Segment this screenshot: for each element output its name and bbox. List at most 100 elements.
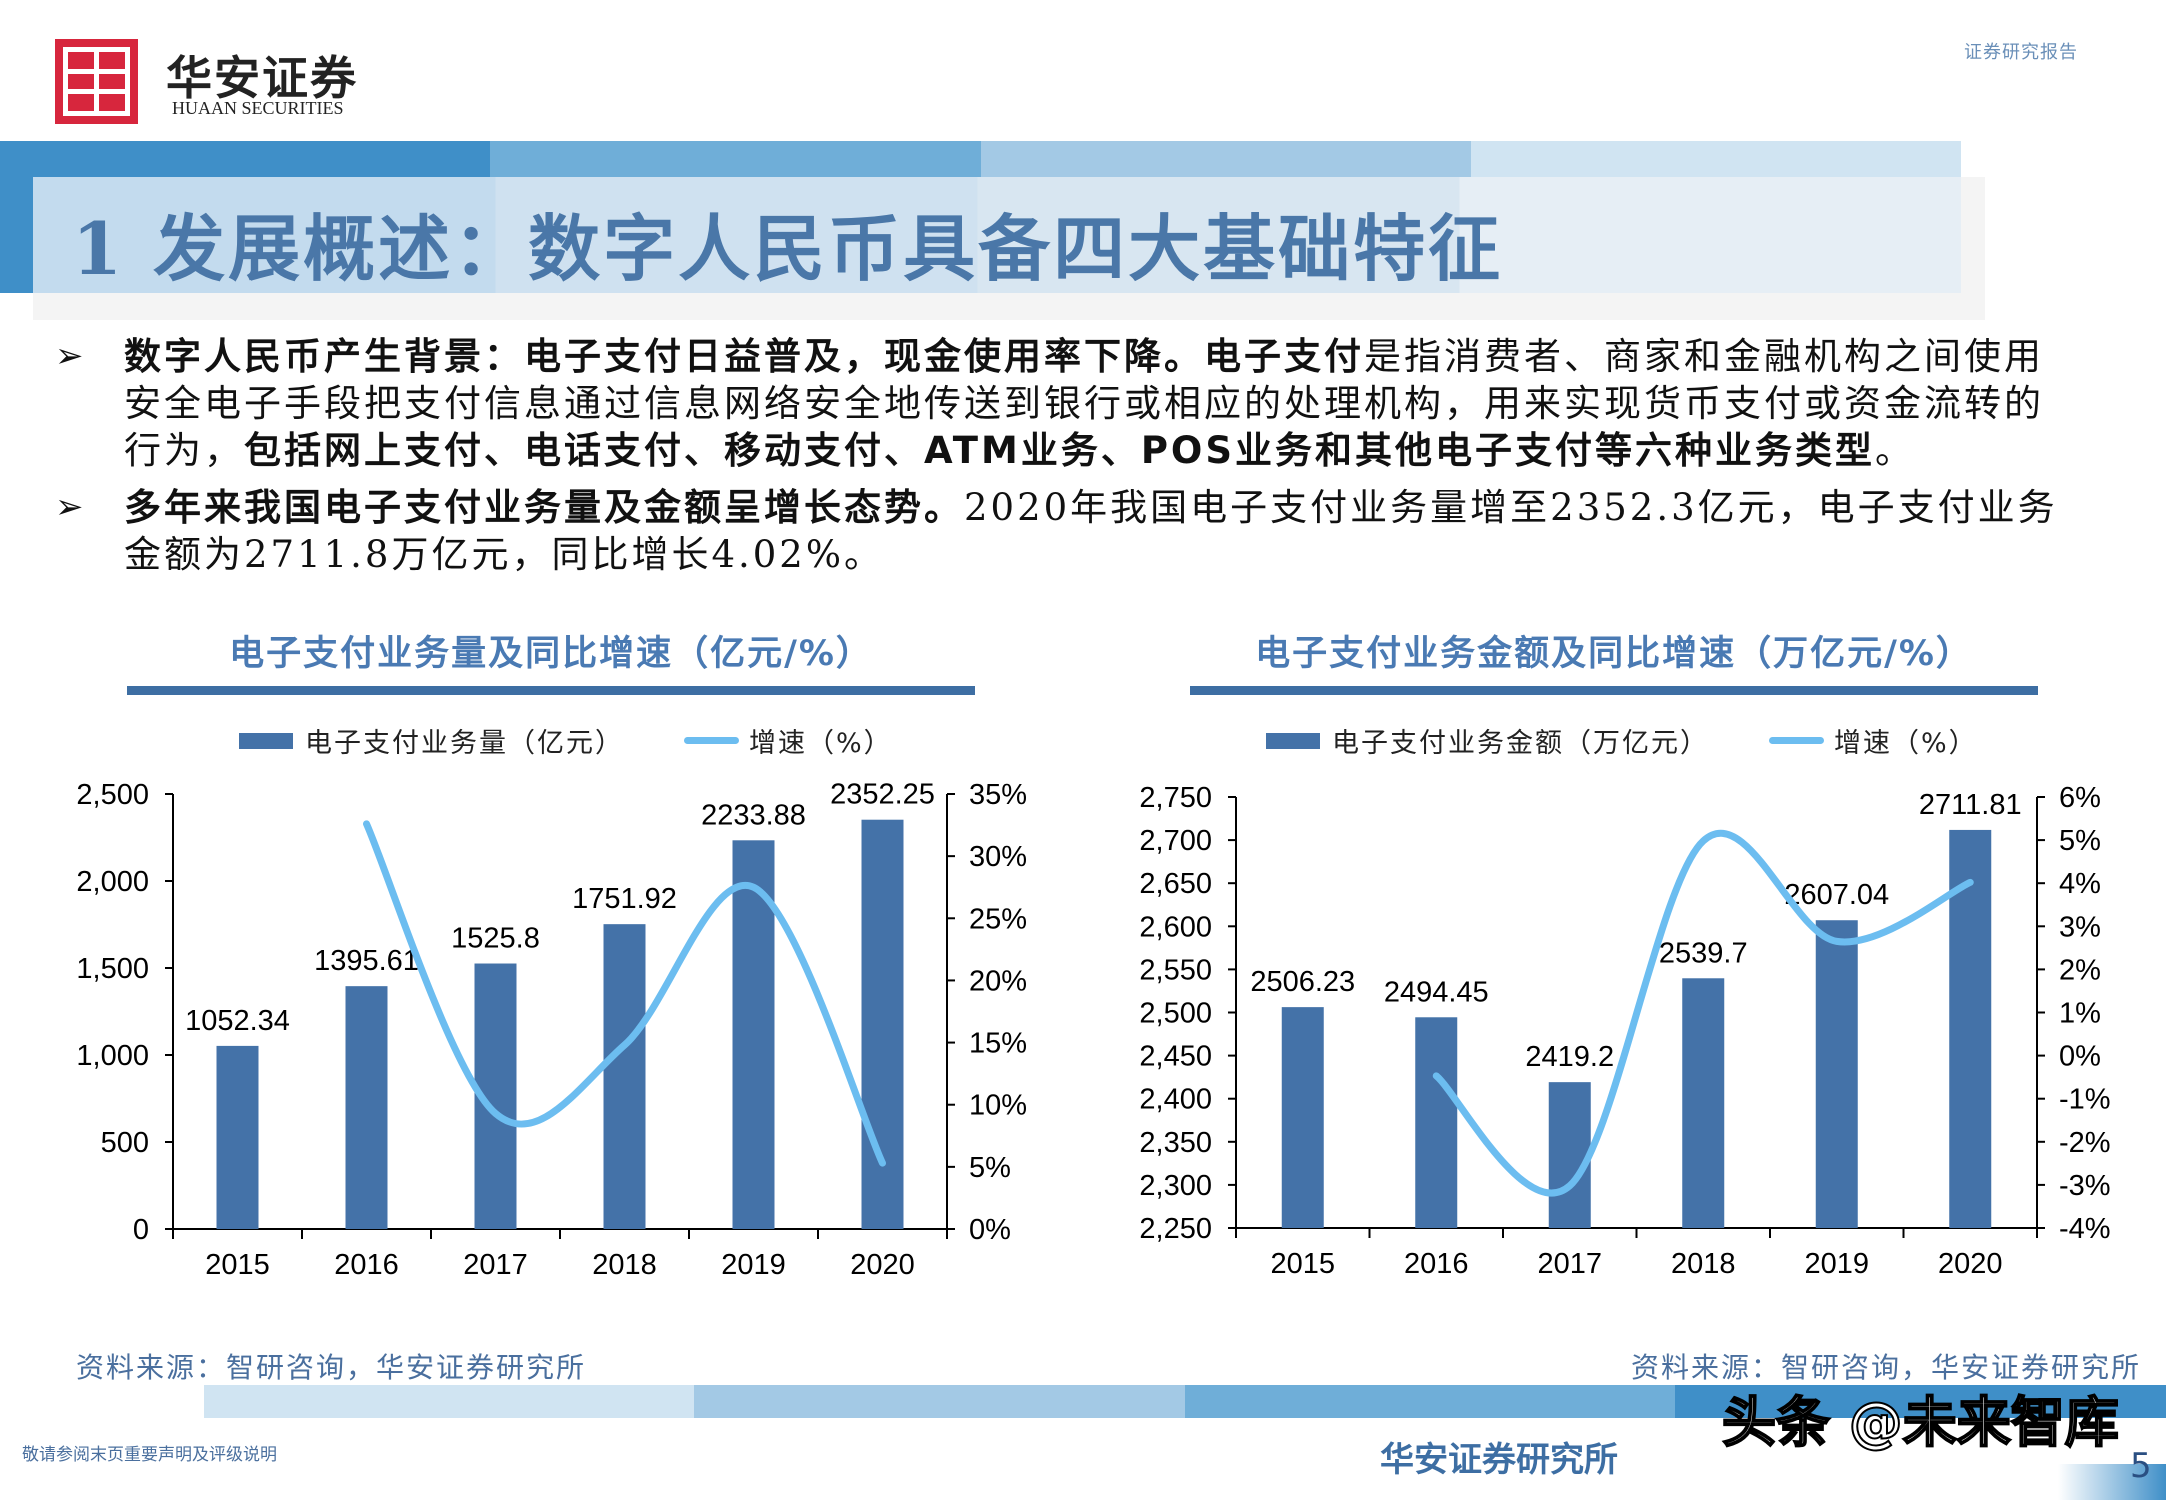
watermark: 头条 @未来智库 — [1721, 1391, 2120, 1455]
x-tick-label: 2017 — [1537, 1248, 1602, 1280]
brand-name-cn: 华安证券 — [166, 51, 358, 105]
bar — [603, 924, 646, 1229]
y-tick-label-right: -3% — [2059, 1170, 2111, 1202]
y-tick-label-right: 0% — [2059, 1041, 2101, 1073]
x-tick-label: 2017 — [463, 1249, 528, 1281]
arrow-bullet-icon: ➢ — [55, 336, 87, 376]
y-tick-label-right: -2% — [2059, 1127, 2111, 1159]
bullet-text-bold: 包括网上支付、电话支付、移动支付、ATM业务、POS业务和其他电子支付等六种业务… — [244, 429, 1876, 472]
footer-strip — [694, 1385, 1185, 1418]
y-tick-label-left: 2,250 — [1139, 1213, 1212, 1245]
y-tick-label-left: 2,750 — [1139, 782, 1212, 814]
data-label: 2233.88 — [701, 799, 806, 831]
legend-bar-swatch — [239, 732, 293, 749]
data-label: 2607.04 — [1784, 879, 1889, 911]
legend-label: 电子支付业务金额（万亿元） — [1332, 728, 1709, 759]
legend-bar-swatch — [1266, 732, 1320, 749]
y-tick-label-right: 1% — [2059, 998, 2101, 1030]
y-tick-label-left: 500 — [101, 1127, 149, 1159]
y-tick-label-left: 2,300 — [1139, 1170, 1212, 1202]
legend-line-swatch — [684, 737, 739, 744]
header-strip — [981, 141, 1471, 177]
bullet-item: ➢ 数字人民币产生背景：电子支付日益普及，现金使用率下降。电子支付是指消费者、商家… — [55, 333, 2065, 474]
corner-decoration — [2058, 1464, 2166, 1500]
disclaimer: 敬请参阅末页重要声明及评级说明 — [22, 1445, 277, 1465]
x-tick-label: 2015 — [205, 1249, 270, 1281]
growth-line — [1432, 829, 1974, 1197]
data-label: 1052.34 — [185, 1005, 290, 1037]
y-tick-label-right: 30% — [969, 841, 1027, 873]
bar — [345, 986, 388, 1229]
chart-title: 电子支付业务量及同比增速（亿元/%） — [229, 634, 873, 674]
y-tick-label-right: 3% — [2059, 911, 2101, 943]
source-note: 资料来源：智研咨询，华安证券研究所 — [76, 1351, 587, 1384]
bullet-item: ➢ 多年来我国电子支付业务量及金额呈增长态势。2020年我国电子支付业务量增至23… — [55, 484, 2065, 578]
bullet-text: 2020年我国电子支付业务量增至2352.3亿元，电子支付业务金额为2711.8… — [124, 486, 2058, 576]
x-tick-label: 2015 — [1270, 1248, 1335, 1280]
y-tick-label-left: 2,500 — [76, 779, 149, 811]
x-tick-label: 2020 — [1938, 1248, 2003, 1280]
y-tick-label-right: 10% — [969, 1090, 1027, 1122]
y-tick-label-right: 25% — [969, 903, 1027, 935]
title-box — [33, 177, 1961, 293]
chart-amount: 2,250 2,300 2,350 2,400 2,450 2,500 2,550 2,600… — [1139, 782, 2111, 1280]
bar — [1281, 1007, 1324, 1228]
data-label: 1395.61 — [314, 945, 419, 977]
huaan-logo — [55, 39, 138, 124]
x-tick-label: 2019 — [721, 1249, 786, 1281]
legend-label: 电子支付业务量（亿元） — [305, 728, 624, 759]
x-tick-label: 2018 — [1671, 1248, 1736, 1280]
legend-line-swatch — [1769, 737, 1824, 744]
legend-label: 增速（%） — [1834, 728, 1978, 759]
bullet-text-bold: 多年来我国电子支付业务量及金额呈增长态势。 — [124, 486, 964, 529]
bar — [216, 1045, 259, 1229]
y-tick-label-left: 1,000 — [76, 1040, 149, 1072]
y-tick-label-left: 2,550 — [1139, 954, 1212, 986]
bullet-text-bold: 数字人民币产生背景：电子支付日益普及，现金使用率下降。电子支付 — [124, 335, 1364, 378]
footer-strip — [204, 1385, 694, 1418]
brand-name-en: HUAAN SECURITIES — [172, 98, 344, 118]
institute-name: 华安证券研究所 — [1380, 1440, 1618, 1480]
legend-label: 增速（%） — [749, 728, 893, 759]
data-label: 2506.23 — [1250, 966, 1355, 998]
data-label: 2352.25 — [830, 779, 935, 811]
x-tick-label: 2020 — [850, 1249, 915, 1281]
x-tick-label: 2019 — [1804, 1248, 1869, 1280]
footer-strip — [1675, 1385, 2166, 1418]
header-strip — [490, 141, 981, 177]
y-tick-label-left: 2,500 — [1139, 998, 1212, 1030]
y-tick-label-left: 2,700 — [1139, 825, 1212, 857]
y-tick-label-left: 2,650 — [1139, 868, 1212, 900]
source-note: 资料来源：智研咨询，华安证券研究所 — [1630, 1351, 2141, 1384]
chart-legend: 电子支付业务金额（万亿元） 增速（%） — [1266, 721, 1978, 760]
data-label: 2711.81 — [1919, 789, 2022, 821]
data-label: 2539.7 — [1659, 937, 1748, 969]
header-strip — [1471, 141, 1961, 177]
header-strip — [0, 141, 490, 177]
bullet-list: ➢ 数字人民币产生背景：电子支付日益普及，现金使用率下降。电子支付是指消费者、商家… — [55, 333, 2065, 588]
chart-title-rule — [127, 686, 975, 695]
y-tick-label-right: 6% — [2059, 782, 2101, 814]
bar — [732, 840, 775, 1229]
chart-volume: 0 500 1,000 1,500 2,000 2,500 0% 5% 10% 15% 20% 25%… — [76, 779, 1027, 1281]
bullet-text: 是指消费者、商家和金融机构之间使用安全电子手段把支付信息通过信息网络安全地传送到… — [124, 335, 2044, 472]
data-label: 2494.45 — [1384, 976, 1489, 1008]
page-number: 5 — [2130, 1446, 2152, 1486]
chart-title: 电子支付业务金额及同比增速（万亿元/%） — [1255, 634, 1973, 674]
bar — [1949, 829, 1992, 1228]
y-tick-label-left: 0 — [133, 1214, 149, 1246]
bar — [1415, 1017, 1458, 1228]
growth-line — [363, 820, 886, 1167]
y-tick-label-left: 2,000 — [76, 866, 149, 898]
arrow-bullet-icon: ➢ — [55, 487, 87, 527]
bar — [1682, 978, 1725, 1228]
y-tick-label-right: 4% — [2059, 868, 2101, 900]
y-tick-label-right: 35% — [969, 779, 1027, 811]
data-label: 1751.92 — [572, 883, 677, 915]
y-tick-label-right: -1% — [2059, 1084, 2111, 1116]
y-tick-label-right: 5% — [969, 1152, 1011, 1184]
bar — [1815, 920, 1858, 1228]
x-tick-label: 2016 — [334, 1249, 399, 1281]
y-tick-label-right: 5% — [2059, 825, 2101, 857]
data-label: 1525.8 — [451, 923, 540, 955]
